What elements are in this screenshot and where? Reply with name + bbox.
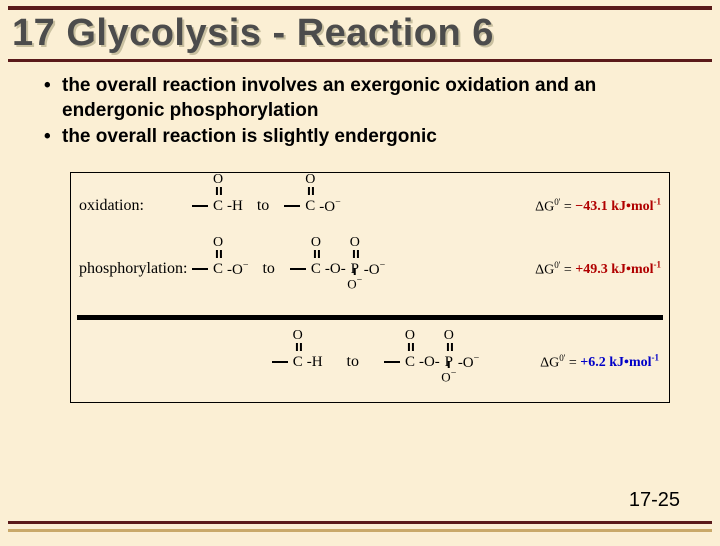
to-word: to: [329, 353, 377, 371]
frag-COOPO-bottom: CO -O- POO− -O−: [383, 354, 479, 371]
bullet-list: the overall reaction involves an exergon…: [0, 70, 720, 162]
frag-CHO-bottom: CO -H: [271, 355, 323, 370]
phosphorylation-row: phosphorylation: CO -O− to CO -O- POO− -…: [79, 233, 661, 305]
frag-COO2: CO -O−: [191, 261, 248, 278]
frag-COOPO: CO -O- POO− -O−: [289, 261, 385, 278]
bullet-item: the overall reaction is slightly endergo…: [44, 125, 692, 150]
to-word: to: [249, 197, 277, 215]
oxidation-label: oxidation:: [79, 197, 191, 215]
reaction-diagram: oxidation: CO -H to CO -O− ΔG0' = −43.1 …: [70, 172, 670, 403]
oxidation-chem: CO -H to CO -O−: [191, 197, 535, 215]
slide-title: 17 Glycolysis - Reaction 6: [0, 10, 720, 55]
overall-row: CO -H to CO -O- POO− -O− ΔG0' = +6.2 kJ•…: [79, 326, 661, 398]
thick-separator: [77, 315, 663, 320]
deltaG-phosphorylation: ΔG0' = +49.3 kJ•mol-1: [535, 260, 661, 279]
oxidation-row: oxidation: CO -H to CO -O− ΔG0' = −43.1 …: [79, 179, 661, 233]
overall-chem: CO -H to CO -O- POO− -O−: [271, 353, 480, 371]
page-number: 17-25: [629, 489, 680, 512]
deltaG-overall: ΔG0' = +6.2 kJ•mol-1: [540, 353, 659, 372]
phosphorylation-label: phosphorylation:: [79, 260, 191, 278]
footer-line: [8, 521, 712, 524]
frag-CHO: CO -H: [191, 199, 243, 214]
to-word: to: [254, 260, 282, 278]
title-underline: [8, 59, 712, 62]
frag-COO: CO -O−: [283, 198, 340, 215]
deltaG-oxidation: ΔG0' = −43.1 kJ•mol-1: [535, 197, 661, 216]
footer-sub-line: [8, 529, 712, 532]
phosphorylation-chem: CO -O− to CO -O- POO− -O−: [191, 260, 535, 278]
bullet-item: the overall reaction involves an exergon…: [44, 74, 692, 123]
